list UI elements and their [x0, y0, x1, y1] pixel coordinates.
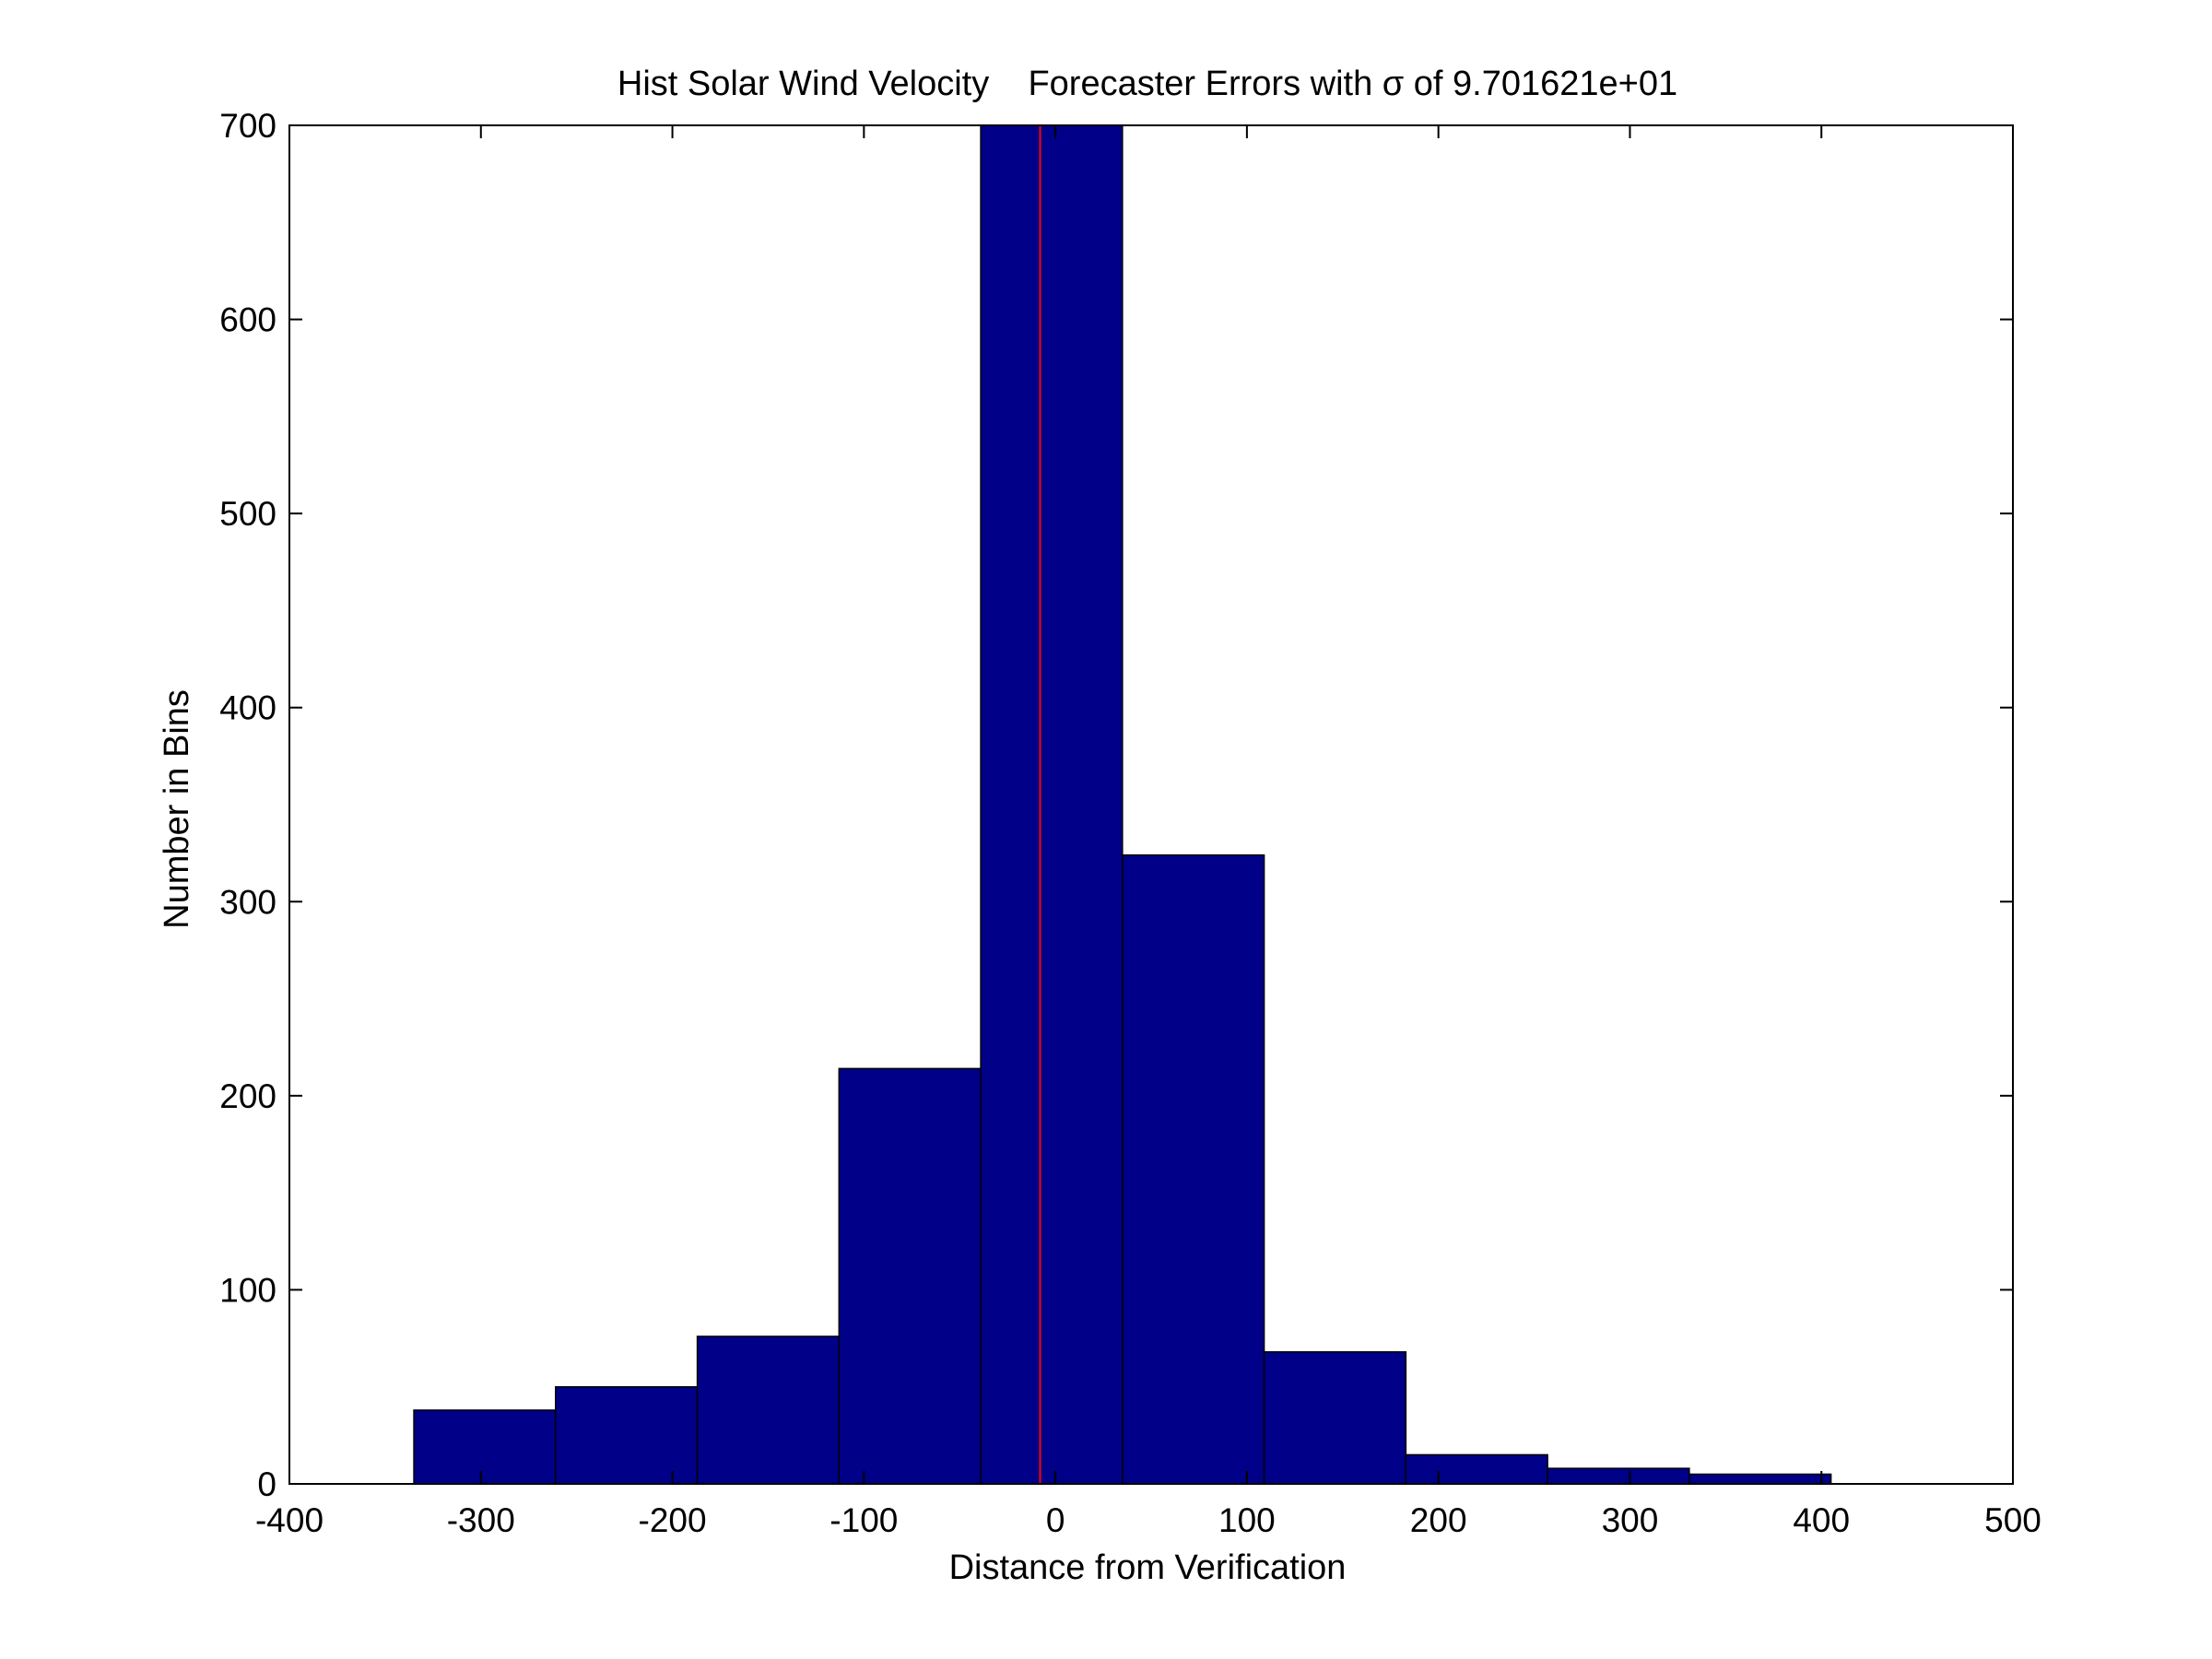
histogram-bar-5 — [980, 124, 1124, 1485]
histogram-bar-4 — [838, 1067, 982, 1485]
y-tick-label: 300 — [219, 883, 276, 921]
histogram-bar-3 — [696, 1335, 841, 1485]
x-tick-label: 300 — [1602, 1501, 1659, 1539]
x-tick-labels: -400 -300 -200 -100 0 100 200 300 400 500 — [255, 1501, 2041, 1539]
x-tick-label: -300 — [447, 1501, 515, 1539]
x-tick-label: 200 — [1410, 1501, 1467, 1539]
y-tick-label: 600 — [219, 301, 276, 339]
histogram-bar-10 — [1688, 1473, 1832, 1485]
y-tick-label: 100 — [219, 1271, 276, 1309]
x-tick-label: 0 — [1046, 1501, 1065, 1539]
y-tick-label: 500 — [219, 495, 276, 533]
histogram-bar-9 — [1547, 1467, 1690, 1485]
x-tick-label: 100 — [1218, 1501, 1276, 1539]
chart-title: Hist Solar Wind Velocity Forecaster Erro… — [618, 65, 1677, 103]
plot-area-frame — [288, 124, 2014, 1485]
axis-ticks — [288, 124, 2014, 1485]
x-tick-label: -200 — [639, 1501, 707, 1539]
y-tick-label: 400 — [219, 689, 276, 727]
x-tick-label: -400 — [255, 1501, 324, 1539]
x-tick-label: 500 — [1984, 1501, 2041, 1539]
histogram-bar-6 — [1122, 853, 1265, 1485]
x-tick-label: -100 — [830, 1501, 898, 1539]
histogram-bars — [413, 124, 1832, 1485]
x-axis-label: Distance from Verification — [949, 1548, 1347, 1587]
y-tick-label: 0 — [257, 1465, 276, 1503]
histogram-bar-1 — [413, 1409, 557, 1485]
y-axis-label: Number in Bins — [158, 689, 196, 929]
y-tick-label: 200 — [219, 1077, 276, 1115]
histogram-bar-2 — [555, 1385, 699, 1485]
y-tick-label: 700 — [219, 107, 276, 145]
histogram-bar-8 — [1405, 1453, 1548, 1485]
y-tick-labels: 0 100 200 300 400 500 600 700 — [219, 107, 276, 1503]
x-tick-label: 400 — [1793, 1501, 1850, 1539]
histogram-bar-7 — [1263, 1351, 1407, 1485]
